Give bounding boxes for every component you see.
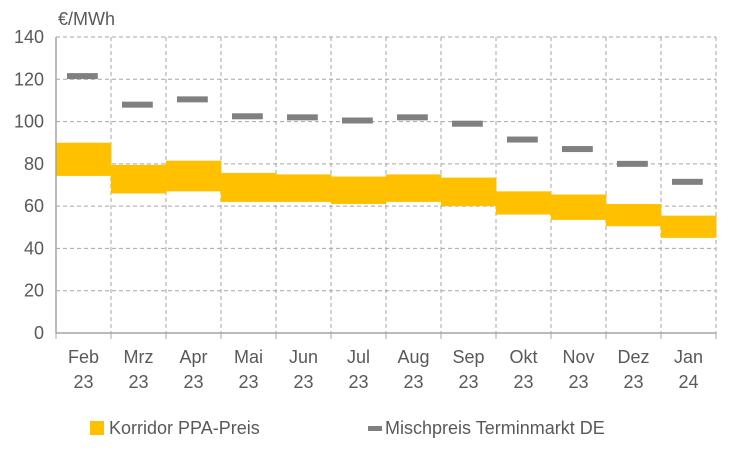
y-tick-label: 60 <box>24 196 44 216</box>
legend-label-terminmarkt: Mischpreis Terminmarkt DE <box>385 418 605 438</box>
x-tick-label-year: 23 <box>73 372 93 392</box>
x-tick-label-month: Jun <box>289 347 318 367</box>
ppa-range-bar <box>661 215 717 238</box>
y-tick-label: 100 <box>14 112 44 132</box>
y-axis-label: €/MWh <box>58 9 115 29</box>
ppa-range-bar <box>276 174 332 202</box>
y-tick-label: 80 <box>24 154 44 174</box>
x-tick-label-year: 23 <box>513 372 533 392</box>
y-tick-label: 0 <box>34 323 44 343</box>
x-tick-label-month: Apr <box>179 347 207 367</box>
y-tick-label: 140 <box>14 27 44 47</box>
terminmarkt-marker <box>67 73 98 80</box>
terminmarkt-marker <box>562 146 593 153</box>
x-tick-label-month: Nov <box>562 347 594 367</box>
ppa-range-bar <box>221 172 277 202</box>
terminmarkt-marker <box>177 96 208 103</box>
terminmarkt-marker <box>507 136 538 143</box>
terminmarkt-marker <box>452 120 483 127</box>
x-tick-label-month: Okt <box>509 347 537 367</box>
terminmarkt-marker <box>287 114 318 121</box>
terminmarkt-marker <box>342 117 373 124</box>
ppa-range-bar <box>331 176 387 205</box>
x-tick-label-year: 23 <box>348 372 368 392</box>
x-tick-label-year: 23 <box>128 372 148 392</box>
x-tick-label-year: 23 <box>183 372 203 392</box>
x-tick-label-month: Dez <box>617 347 649 367</box>
terminmarkt-marker <box>122 101 153 108</box>
x-tick-label-month: Aug <box>397 347 429 367</box>
ppa-range-bar <box>551 194 607 220</box>
x-tick-label-month: Feb <box>68 347 99 367</box>
x-tick-label-year: 24 <box>678 372 698 392</box>
ppa-range-bar <box>441 177 497 207</box>
ppa-range-bar <box>606 204 662 227</box>
x-tick-label-month: Mrz <box>124 347 154 367</box>
y-tick-label: 20 <box>24 281 44 301</box>
x-tick-label-month: Jul <box>347 347 370 367</box>
ppa-range-bar <box>386 174 442 202</box>
x-tick-label-year: 23 <box>238 372 258 392</box>
x-tick-label-month: Sep <box>452 347 484 367</box>
terminmarkt-marker <box>232 113 263 120</box>
x-tick-label-year: 23 <box>293 372 313 392</box>
x-tick-label-year: 23 <box>623 372 643 392</box>
legend-swatch-terminmarkt <box>368 426 382 431</box>
x-tick-label-year: 23 <box>403 372 423 392</box>
terminmarkt-marker <box>617 160 648 167</box>
legend-label-ppa: Korridor PPA-Preis <box>109 418 260 438</box>
ppa-range-bar <box>496 191 552 215</box>
ppa-range-bar <box>56 142 112 176</box>
x-tick-label-year: 23 <box>568 372 588 392</box>
legend-swatch-ppa <box>90 421 104 435</box>
terminmarkt-marker <box>672 178 703 185</box>
x-tick-label-year: 23 <box>458 372 478 392</box>
ppa-range-bar <box>166 160 222 192</box>
y-tick-label: 40 <box>24 238 44 258</box>
x-tick-label-month: Mai <box>234 347 263 367</box>
legend: Korridor PPA-Preis Mischpreis Terminmark… <box>90 418 605 438</box>
ppa-range-bar <box>111 164 167 194</box>
y-tick-label: 120 <box>14 69 44 89</box>
x-tick-label-month: Jan <box>674 347 703 367</box>
terminmarkt-marker <box>397 114 428 121</box>
